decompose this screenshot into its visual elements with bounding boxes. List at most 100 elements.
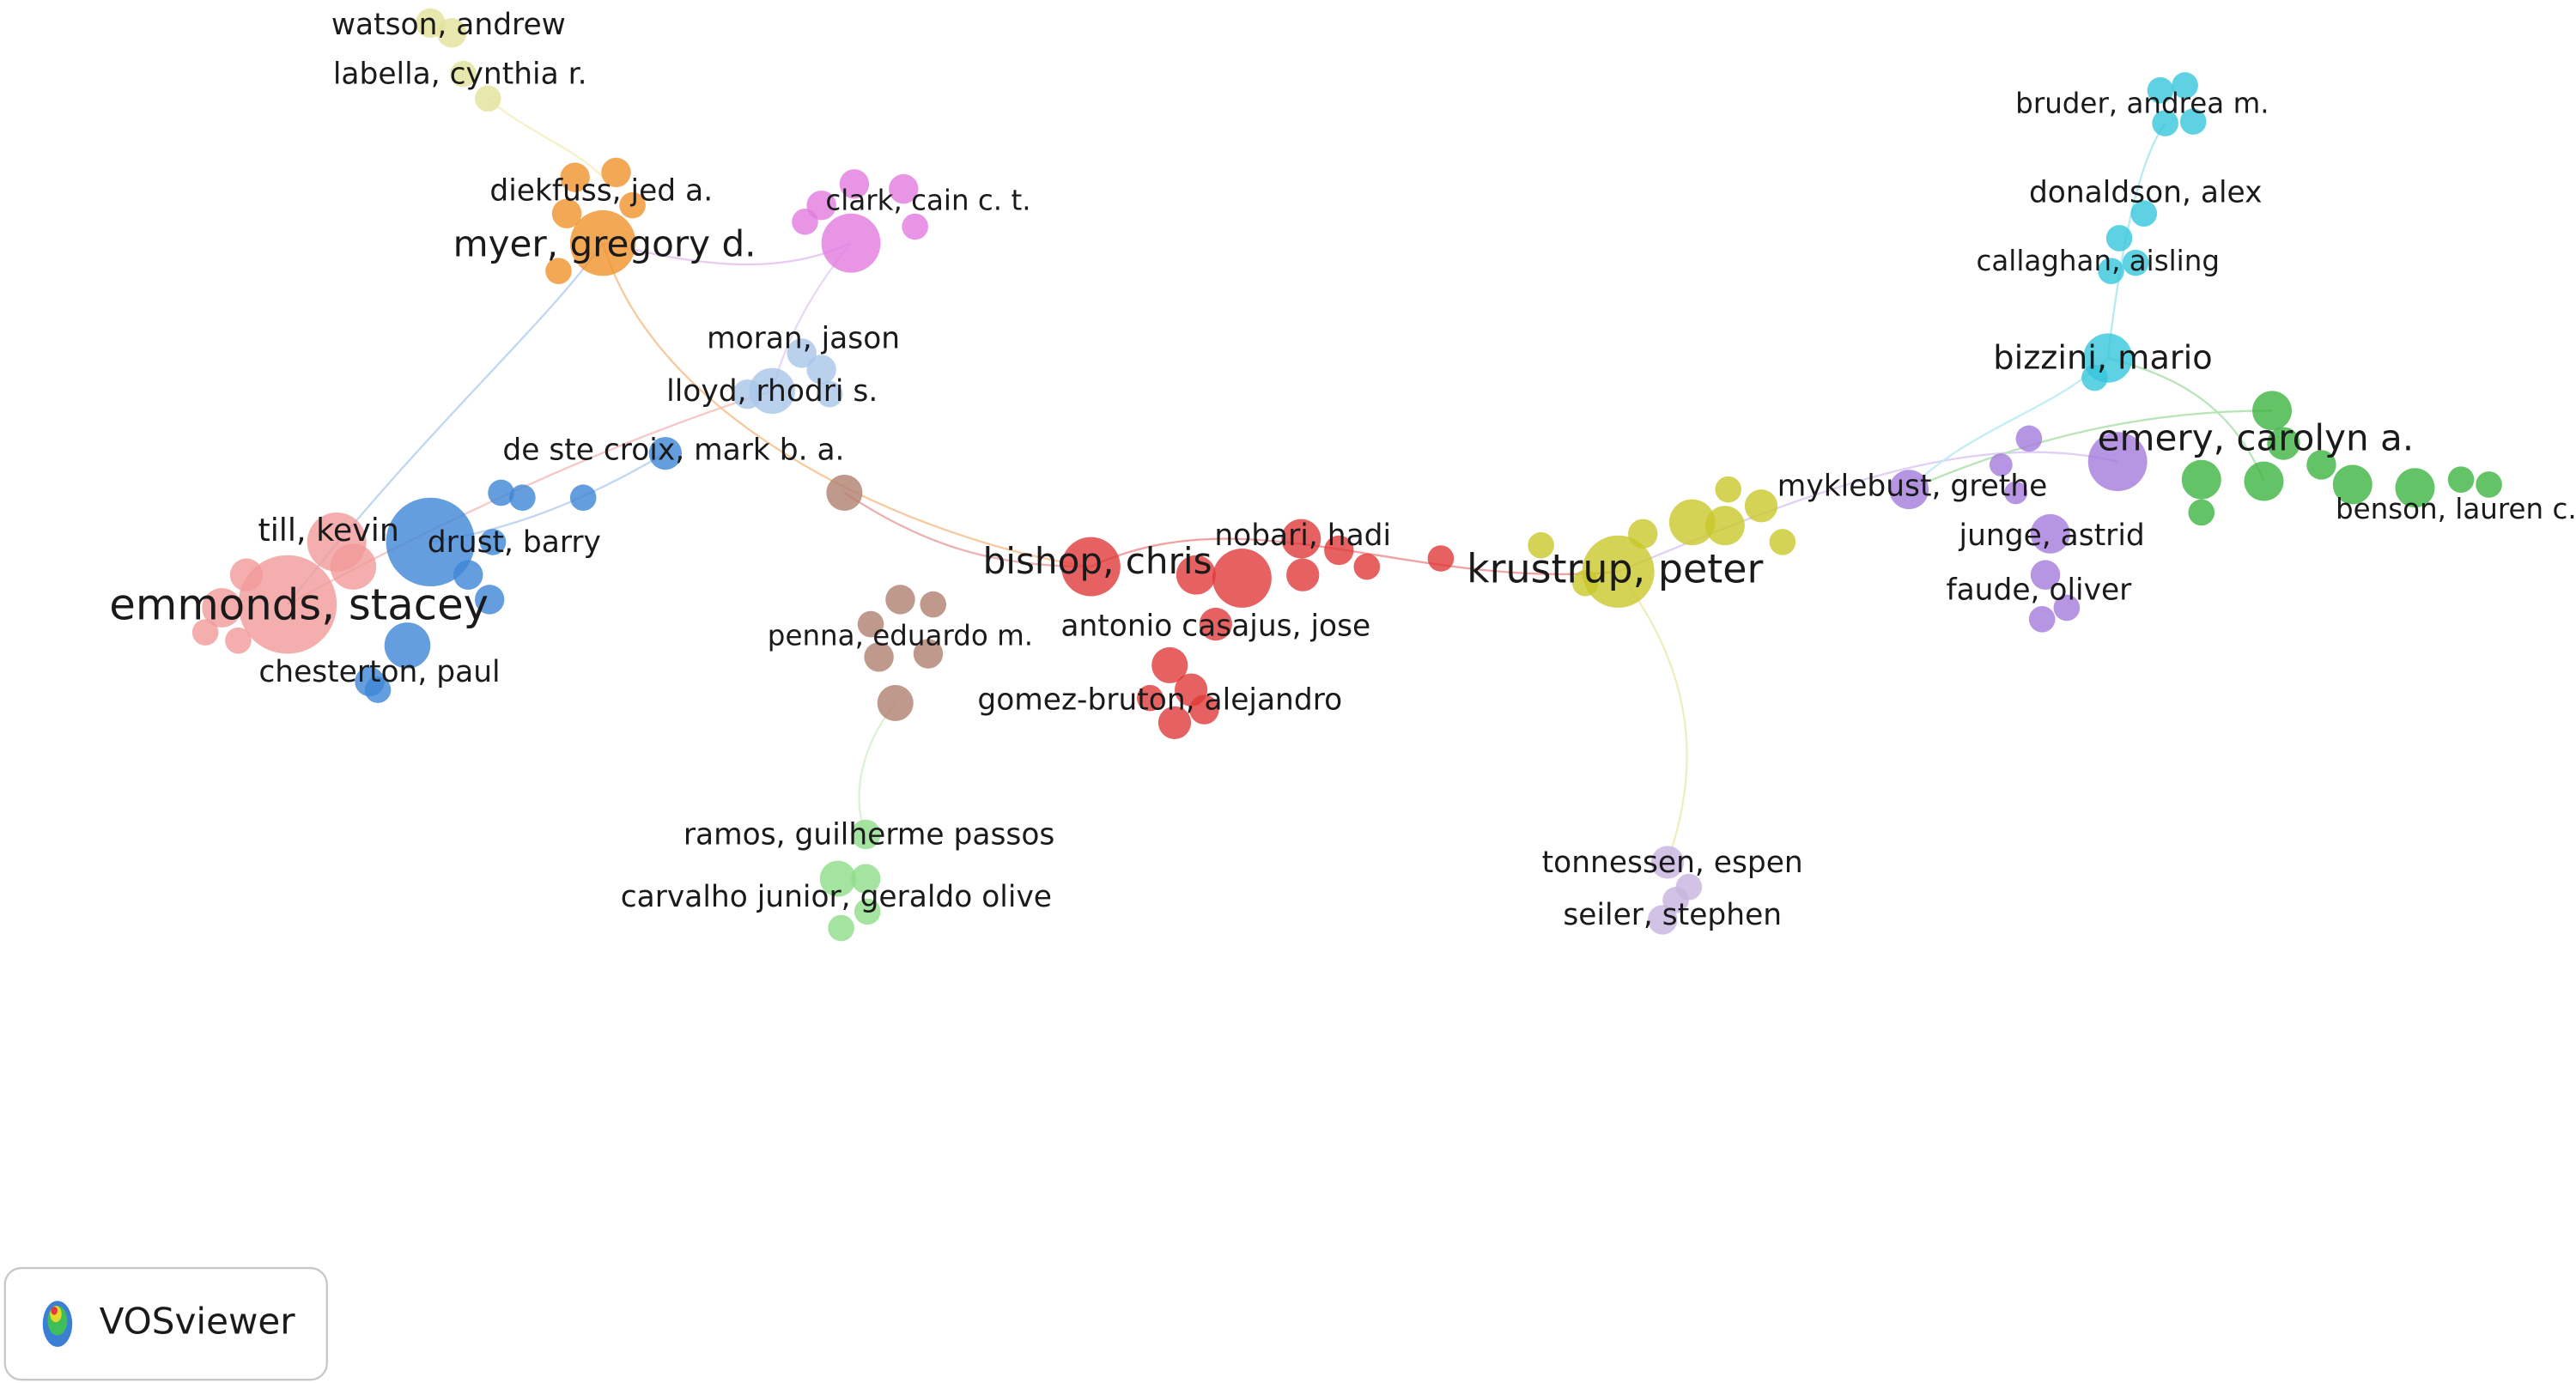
node-label: seiler, stephen [1563,898,1782,932]
node-bubble [749,367,796,415]
node-bubble [1715,476,1742,503]
edge [858,702,896,835]
node-bubble [2147,76,2174,104]
node-bubble [191,619,219,646]
node-label: till, kevin [258,512,398,549]
node-bubble [384,622,431,669]
node-label: emmonds, stacey [109,579,489,629]
bubbles [191,8,2502,942]
node-bubble [902,213,928,240]
node-bubble [545,258,572,285]
node-bubble [1582,535,1655,608]
node-bubble [2028,606,2056,633]
node-bubble [877,684,914,721]
node-bubble [364,676,392,703]
node-bubble [479,529,507,555]
node-bubble [1648,905,1678,935]
node-bubble [551,198,582,228]
node-bubble [2053,594,2081,622]
node-bubble [2181,459,2221,500]
node-bubble [854,898,881,925]
node-bubble [225,627,252,654]
node-bubble [1989,453,2013,476]
node-bubble [821,213,881,273]
node-bubble [1212,549,1272,608]
node-label: myklebust, grethe [1777,470,2047,504]
node-bubble [1324,535,1354,566]
node-bubble [2015,425,2043,452]
node-bubble [792,208,818,235]
edge [2107,356,2265,482]
node-label: lloyd, rhodri s. [666,374,878,409]
node-label: clark, cain c. t. [825,184,1030,216]
node-label: benson, lauren c. [2336,493,2576,525]
node-label: donaldson, alex [2029,175,2263,209]
node-bubble [2267,427,2300,460]
node-bubble [839,169,870,199]
node-bubble [1427,545,1455,572]
node-bubble [851,819,881,850]
node-bubble [2252,391,2293,431]
vosviewer-logo[interactable]: VOSviewer [3,1266,328,1381]
node-bubble [619,191,646,219]
node-bubble [826,474,863,512]
node-bubble [2081,364,2108,391]
node-bubble [2030,513,2070,554]
node-bubble [2130,200,2158,227]
logo-text: VOSviewer [100,1301,296,1343]
node-label: faude, oliver [1946,573,2132,607]
node-label: bishop, chris [983,540,1212,582]
node-label: myer, gregory d. [453,222,756,264]
node-label: nobari, hadi [1214,519,1391,553]
node-bubble [1889,470,1929,510]
node-label: emery, carolyn a. [2098,416,2415,458]
node-label: carvalho junior, geraldo olive [621,880,1052,914]
node-bubble [732,379,762,409]
node-bubble [474,85,501,112]
node-bubble [819,860,856,897]
node-bubble [2087,432,2148,492]
node-label: junge, astrid [1959,519,2145,553]
edge [1908,409,2273,491]
node-label: tonnessen, espen [1542,846,1803,880]
node-bubble [1199,607,1232,641]
node-bubble [1650,846,1685,879]
node-bubble [1151,646,1188,683]
node-bubble [601,157,631,188]
node-bubble [1668,499,1716,546]
node-bubble [2188,499,2215,526]
node-bubble [648,436,683,470]
node-bubble [2447,466,2475,493]
node-bubble [851,864,881,894]
node-bubble [569,484,597,512]
node-bubble [2476,471,2502,498]
node-label: diekfuss, jed a. [489,173,713,208]
node-bubble [330,543,377,590]
edge [2106,122,2166,359]
node-label: de ste croix, mark b. a. [502,434,844,468]
node-label: penna, eduardo m. [768,619,1033,652]
node-bubble [450,60,477,88]
node-bubble [474,585,505,615]
node-label: drust, barry [428,525,601,560]
node-bubble [2395,468,2435,508]
edge [602,242,852,266]
node-bubble [1157,706,1192,739]
node-bubble [864,642,894,672]
node-bubble [1281,519,1321,559]
node-bubble [2179,108,2207,135]
node-bubble [569,209,636,276]
node-bubble [806,355,836,385]
node-label: antonio casajus, jose [1060,609,1370,643]
node-bubble [560,162,590,192]
node-bubble [1744,489,1778,523]
node-bubble [488,479,514,506]
node-label: bruder, andrea m. [2015,87,2269,119]
node-bubble [509,484,536,512]
node-bubble [1189,695,1219,725]
node-bubble [1769,529,1796,555]
node-bubble [2105,225,2133,252]
node-bubble [2152,110,2178,136]
node-bubble [2332,464,2372,505]
